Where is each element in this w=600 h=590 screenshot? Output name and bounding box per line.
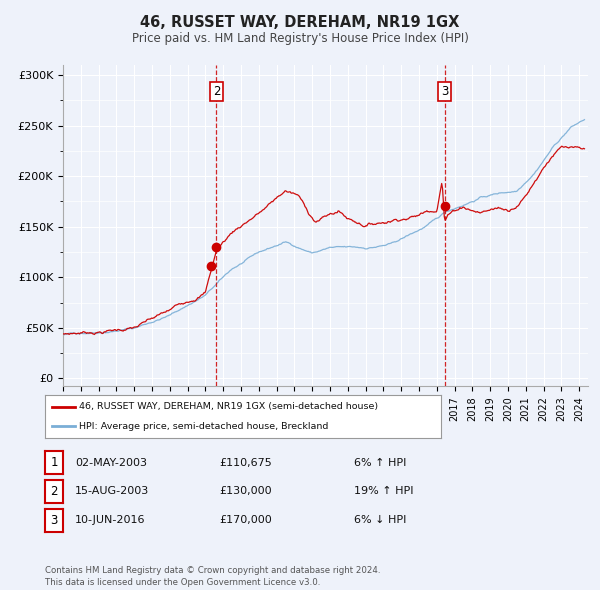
Text: 19% ↑ HPI: 19% ↑ HPI (354, 487, 413, 496)
Text: 2: 2 (50, 485, 58, 498)
Text: £110,675: £110,675 (219, 458, 272, 467)
Text: 15-AUG-2003: 15-AUG-2003 (75, 487, 149, 496)
Text: HPI: Average price, semi-detached house, Breckland: HPI: Average price, semi-detached house,… (79, 422, 328, 431)
Text: 1: 1 (50, 456, 58, 469)
Text: 6% ↑ HPI: 6% ↑ HPI (354, 458, 406, 467)
Text: 2: 2 (212, 85, 220, 98)
Text: 46, RUSSET WAY, DEREHAM, NR19 1GX (semi-detached house): 46, RUSSET WAY, DEREHAM, NR19 1GX (semi-… (79, 402, 378, 411)
Text: £170,000: £170,000 (219, 516, 272, 525)
Text: 3: 3 (441, 85, 448, 98)
Text: 10-JUN-2016: 10-JUN-2016 (75, 516, 146, 525)
Text: 02-MAY-2003: 02-MAY-2003 (75, 458, 147, 467)
Text: 46, RUSSET WAY, DEREHAM, NR19 1GX: 46, RUSSET WAY, DEREHAM, NR19 1GX (140, 15, 460, 30)
Text: £130,000: £130,000 (219, 487, 272, 496)
Text: 6% ↓ HPI: 6% ↓ HPI (354, 516, 406, 525)
Text: Contains HM Land Registry data © Crown copyright and database right 2024.
This d: Contains HM Land Registry data © Crown c… (45, 566, 380, 587)
Text: 3: 3 (50, 514, 58, 527)
Text: Price paid vs. HM Land Registry's House Price Index (HPI): Price paid vs. HM Land Registry's House … (131, 32, 469, 45)
